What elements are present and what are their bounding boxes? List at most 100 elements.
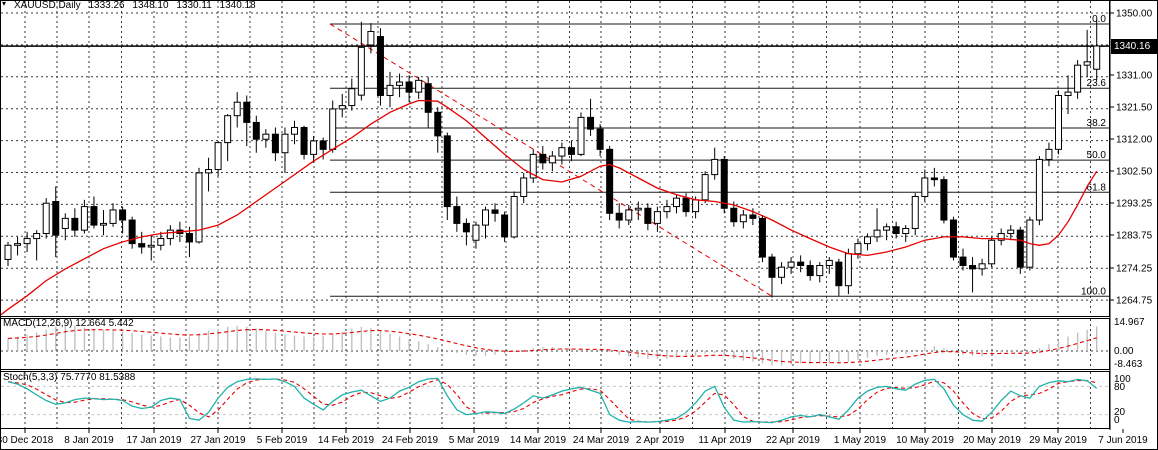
candle-body	[835, 261, 843, 287]
candle-body	[281, 133, 289, 154]
candle-body	[778, 266, 786, 278]
price-axis-label: 1293.25	[1116, 199, 1153, 210]
candle-body	[185, 233, 193, 243]
candle-body	[883, 226, 891, 231]
date-axis-label: 1 May 2019	[834, 435, 887, 446]
stoch-axis-label: 0	[1114, 415, 1120, 426]
date-axis-label: 24 Feb 2019	[382, 435, 439, 446]
candle-body	[42, 202, 50, 235]
date-axis-label: 17 Jan 2019	[126, 435, 181, 446]
candle-body	[634, 207, 642, 211]
candle-body	[558, 147, 566, 157]
date-axis-label: 30 Dec 2018	[0, 435, 54, 446]
candle-body	[606, 148, 614, 214]
price-axis-label: 1264.75	[1116, 296, 1153, 307]
candle-body	[587, 116, 595, 130]
candle-body	[577, 116, 585, 155]
candle-body	[854, 243, 862, 255]
candle-body	[396, 81, 404, 86]
candle-body	[109, 209, 117, 224]
candle-body	[921, 177, 929, 197]
candle-body	[367, 31, 375, 46]
symbol-period-label: XAUUSD,Daily	[14, 0, 81, 11]
candle-body	[1055, 94, 1062, 150]
price-axis-label: 1274.25	[1116, 264, 1153, 275]
price-axis-label: 1350.00	[1116, 9, 1153, 20]
candle-body	[1035, 158, 1043, 221]
candle-body	[673, 197, 680, 208]
candle-body	[892, 226, 900, 235]
date-axis-label: 20 May 2019	[963, 435, 1021, 446]
candle-body	[739, 214, 747, 223]
ohlc-high: 1348.10	[132, 0, 169, 11]
stoch-indicator-label: Stoch(5,3,3) 75.7770 81.5388	[3, 372, 136, 383]
current-price-badge: 1340.16	[1111, 39, 1158, 54]
price-axis-label: 1302.50	[1116, 167, 1153, 178]
candle-body	[806, 264, 814, 277]
candle-body	[596, 128, 604, 150]
candle-body	[4, 244, 12, 260]
candle-body	[959, 256, 967, 266]
candle-body	[205, 169, 213, 174]
candle-body	[520, 177, 528, 197]
candle-body	[1064, 91, 1072, 96]
price-axis-label: 1321.50	[1116, 103, 1153, 114]
candle-body	[14, 243, 22, 246]
macd-axis-label: 0.00	[1114, 346, 1134, 357]
fib-level-label: 50.0	[1087, 150, 1107, 161]
chart-marker-icon: ▾	[2, 0, 7, 8]
candle-body	[462, 222, 470, 233]
candle-body	[692, 199, 700, 213]
macd-pane-border	[0, 318, 1110, 370]
candle-body	[443, 135, 451, 208]
stoch-axis-label: 80	[1114, 382, 1126, 393]
candle-body	[730, 207, 738, 223]
stoch-axis-label: 20	[1114, 407, 1126, 418]
chart-title: XAUUSD,Daily 1333.26 1348.10 1330.11 134…	[14, 0, 261, 12]
candle-body	[472, 224, 480, 241]
candle-body	[491, 209, 499, 214]
fib-level-label: 23.6	[1087, 78, 1107, 89]
ma-line	[0, 99, 1098, 317]
candle-body	[243, 101, 251, 123]
candle-body	[119, 209, 127, 221]
candle-body	[625, 209, 633, 221]
candle-body	[768, 256, 776, 278]
candle-body	[195, 172, 203, 243]
candle-body	[758, 217, 766, 258]
candle-body	[1045, 148, 1053, 160]
candle-body	[567, 147, 575, 155]
ohlc-open: 1333.26	[88, 0, 125, 11]
price-axis-label: 1312.00	[1116, 135, 1153, 146]
stoch-pane-border	[0, 371, 1110, 429]
fib-level-label: 100.0	[1081, 286, 1106, 297]
candle-body	[224, 115, 232, 144]
date-axis-label: 14 Mar 2019	[510, 435, 567, 446]
candle-body	[329, 108, 337, 150]
candle-body	[930, 177, 938, 181]
candle-body	[214, 142, 222, 171]
macd-signal-line	[7, 328, 1097, 364]
candle-body	[797, 261, 805, 266]
candle-body	[615, 212, 623, 221]
candle-body	[720, 158, 728, 209]
date-axis-label: 10 May 2019	[896, 435, 954, 446]
candle-body	[644, 207, 652, 224]
candle-body	[940, 179, 948, 221]
candle-body	[319, 140, 327, 150]
candle-body	[310, 140, 318, 155]
stoch-d-line	[7, 378, 1097, 423]
candle-body	[682, 197, 690, 213]
candle-body	[997, 233, 1005, 241]
fib-diagonal-line	[329, 23, 773, 297]
candle-body	[271, 133, 279, 154]
candle-body	[415, 79, 423, 93]
fib-level-label: 0.0	[1092, 14, 1106, 25]
date-axis-label: 24 Mar 2019	[573, 435, 630, 446]
price-axis-label: 1283.75	[1116, 231, 1153, 242]
date-axis-label: 5 Mar 2019	[449, 435, 500, 446]
stoch-axis-label: 100	[1114, 374, 1131, 385]
candle-body	[787, 261, 795, 268]
